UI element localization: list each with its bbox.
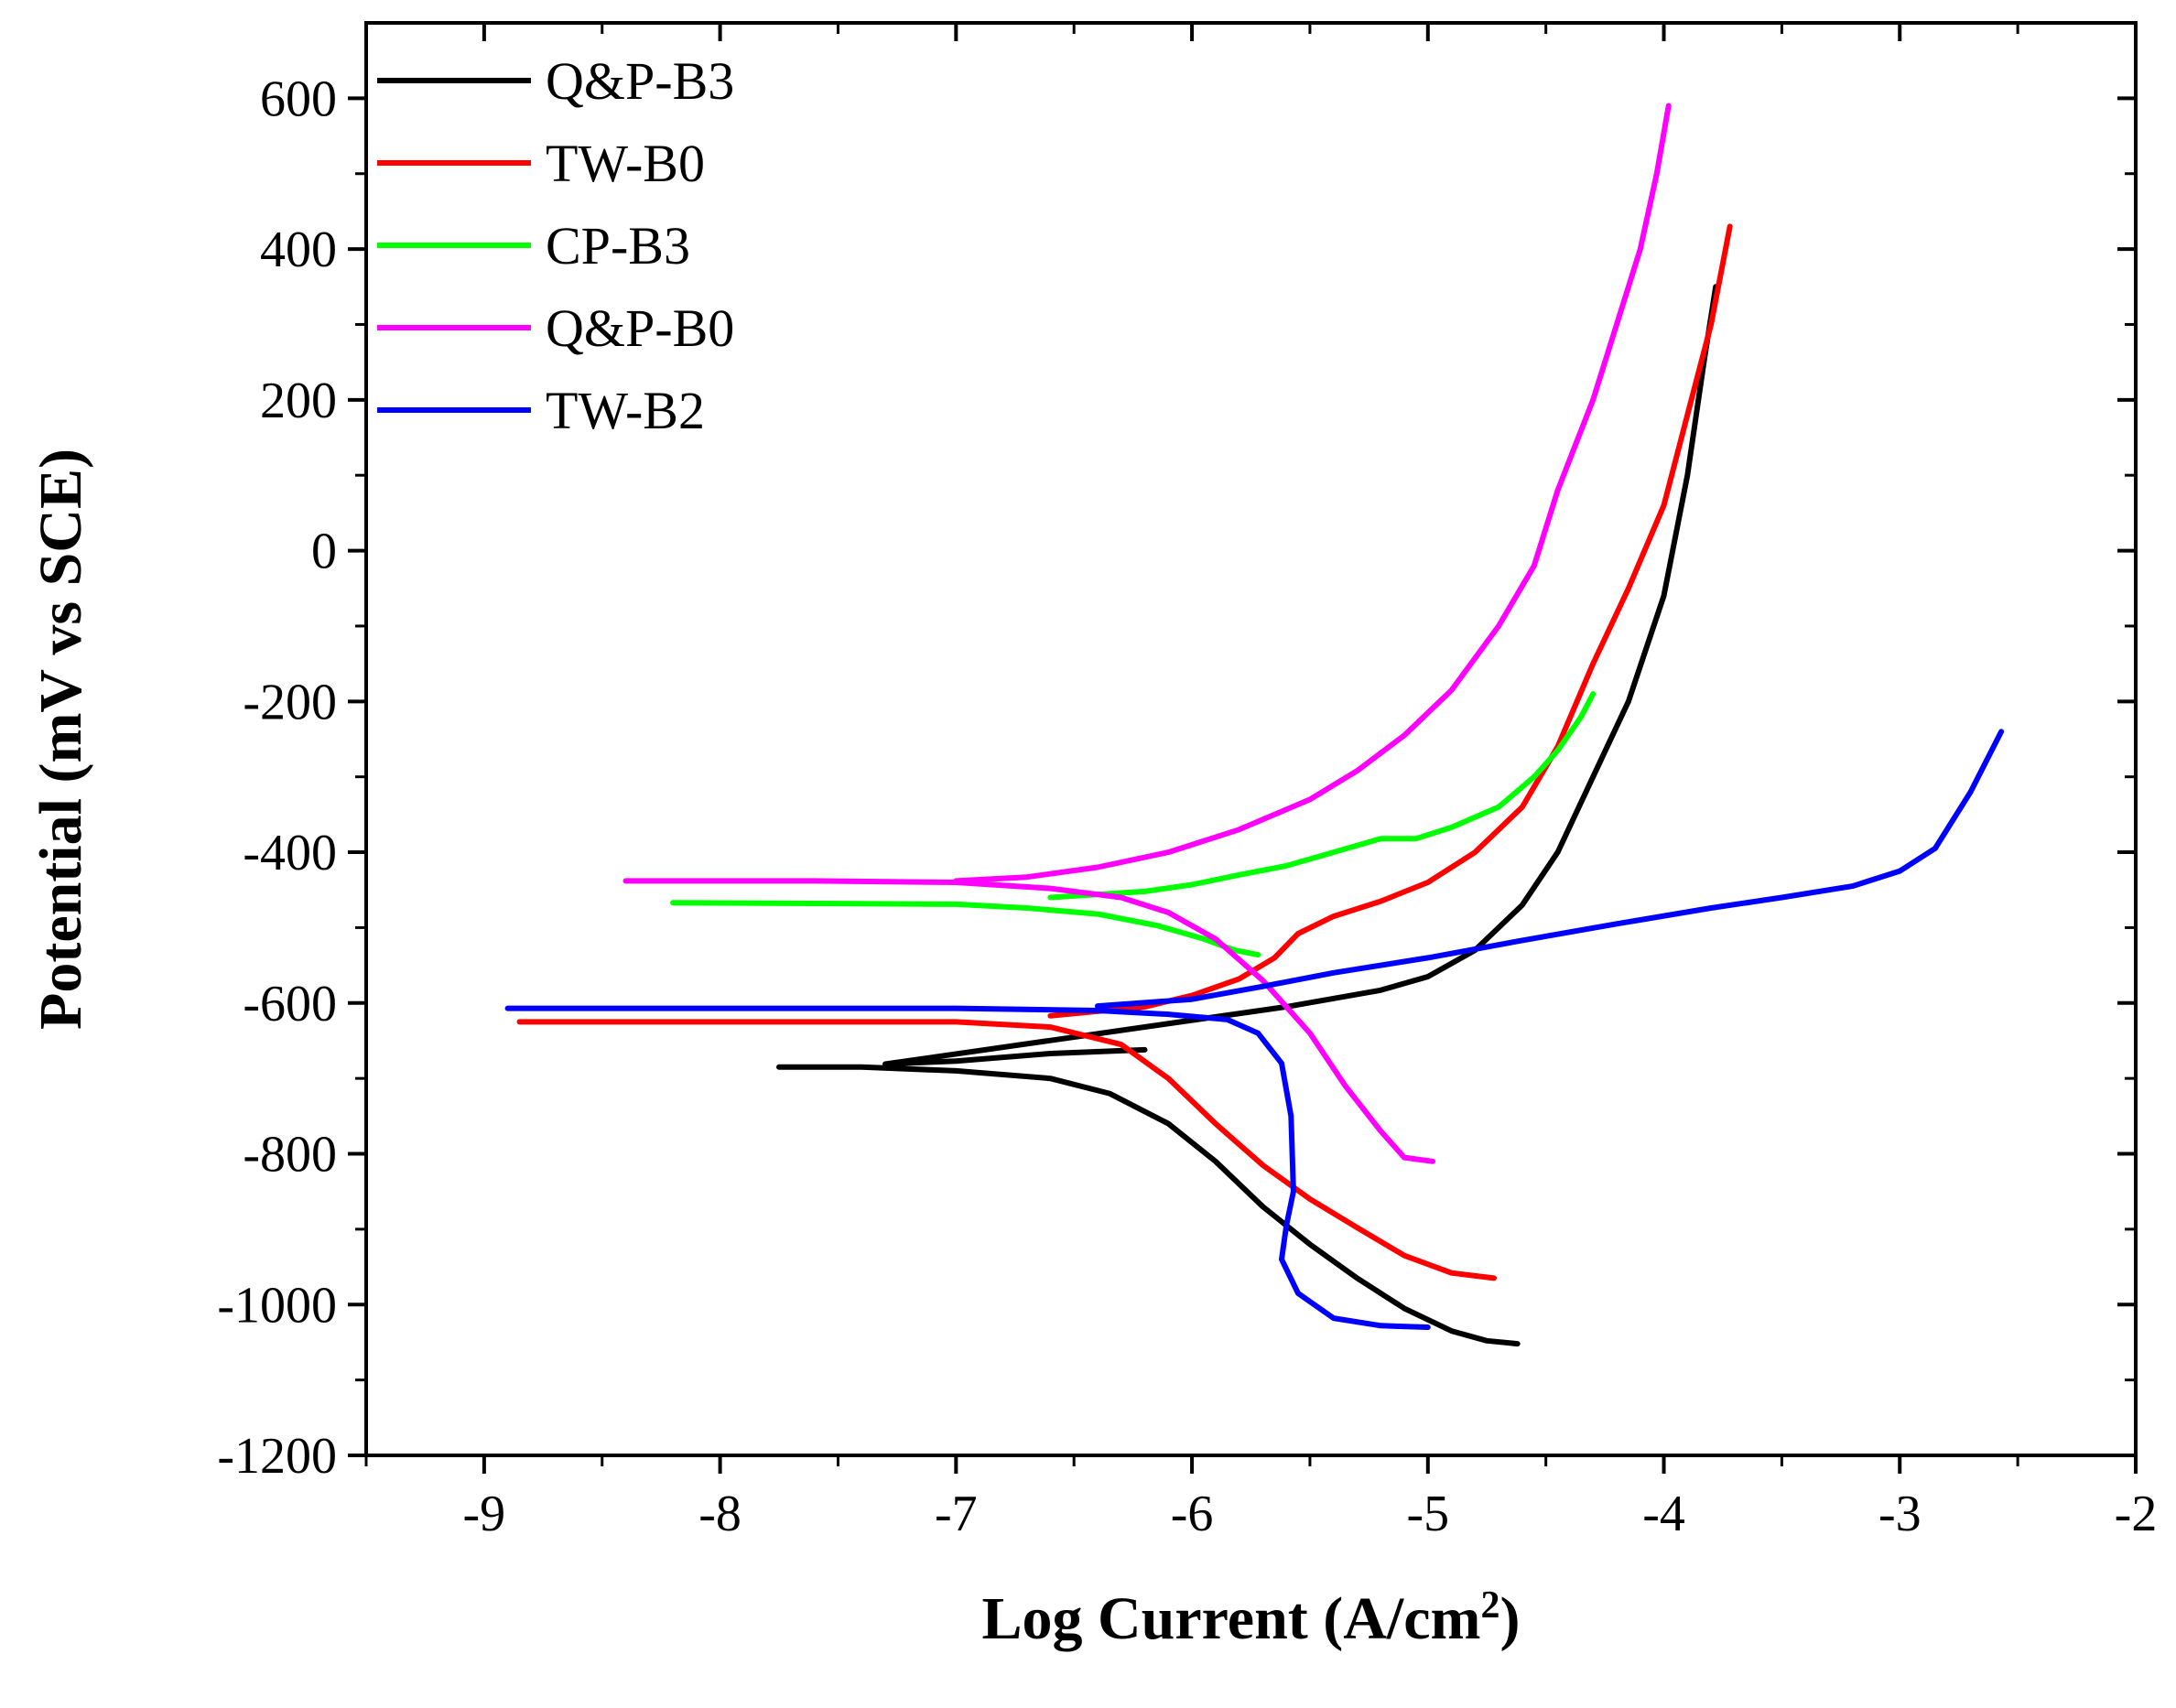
- x-tick-label: -7: [935, 1486, 978, 1542]
- x-tick-label: -8: [698, 1486, 742, 1542]
- series-line-1: [516, 223, 1733, 1281]
- y-tick-label: 0: [311, 524, 337, 580]
- x-tick-label: -2: [2115, 1486, 2158, 1542]
- series-lines: [504, 103, 2005, 1347]
- y-axis-title: Potential (mV vs SCE): [27, 449, 94, 1030]
- y-tick-label: -400: [243, 825, 337, 881]
- x-axis-title-main: Log Current (A/cm: [982, 1585, 1481, 1652]
- x-tick-label: -5: [1406, 1486, 1449, 1542]
- y-tick-label: -800: [243, 1127, 337, 1184]
- x-tick-label: -3: [1878, 1486, 1922, 1542]
- y-tick-label: 400: [260, 222, 337, 278]
- y-tick-label: -1200: [217, 1428, 337, 1485]
- x-tick-label: -4: [1642, 1486, 1685, 1542]
- legend: Q&P-B3 TW-B0 CP-B3 Q&P-B0 TW-B2: [377, 51, 734, 440]
- y-tick-label: 600: [260, 70, 337, 127]
- y-tick-label: -200: [243, 674, 337, 730]
- series-line-4: [504, 729, 2005, 1330]
- y-tick-label: -1000: [217, 1277, 337, 1334]
- x-tick-label: -6: [1171, 1486, 1214, 1542]
- legend-label-0: Q&P-B3: [546, 51, 734, 111]
- plot-frame: [364, 21, 2138, 1457]
- x-axis-title-close: ): [1500, 1585, 1521, 1652]
- legend-label-1: TW-B0: [546, 134, 705, 193]
- x-axis-title-sup: 2: [1481, 1584, 1500, 1627]
- x-tick-label: -9: [463, 1486, 506, 1542]
- y-tick-label: 200: [260, 373, 337, 429]
- legend-label-4: TW-B2: [546, 381, 705, 440]
- x-axis-title: Log Current (A/cm2): [982, 1584, 1521, 1652]
- legend-label-3: Q&P-B0: [546, 298, 734, 358]
- y-tick-label: -600: [243, 976, 337, 1032]
- axes: -9 -8 -7 -6 -5 -4 -3 -2 600 400 200 0 -200 -400 -600 -8…: [217, 21, 2158, 1542]
- series-line-2: [670, 691, 1597, 958]
- series-line-3: [622, 103, 1672, 1164]
- series-line-0: [776, 284, 1719, 1347]
- legend-label-2: CP-B3: [546, 216, 690, 276]
